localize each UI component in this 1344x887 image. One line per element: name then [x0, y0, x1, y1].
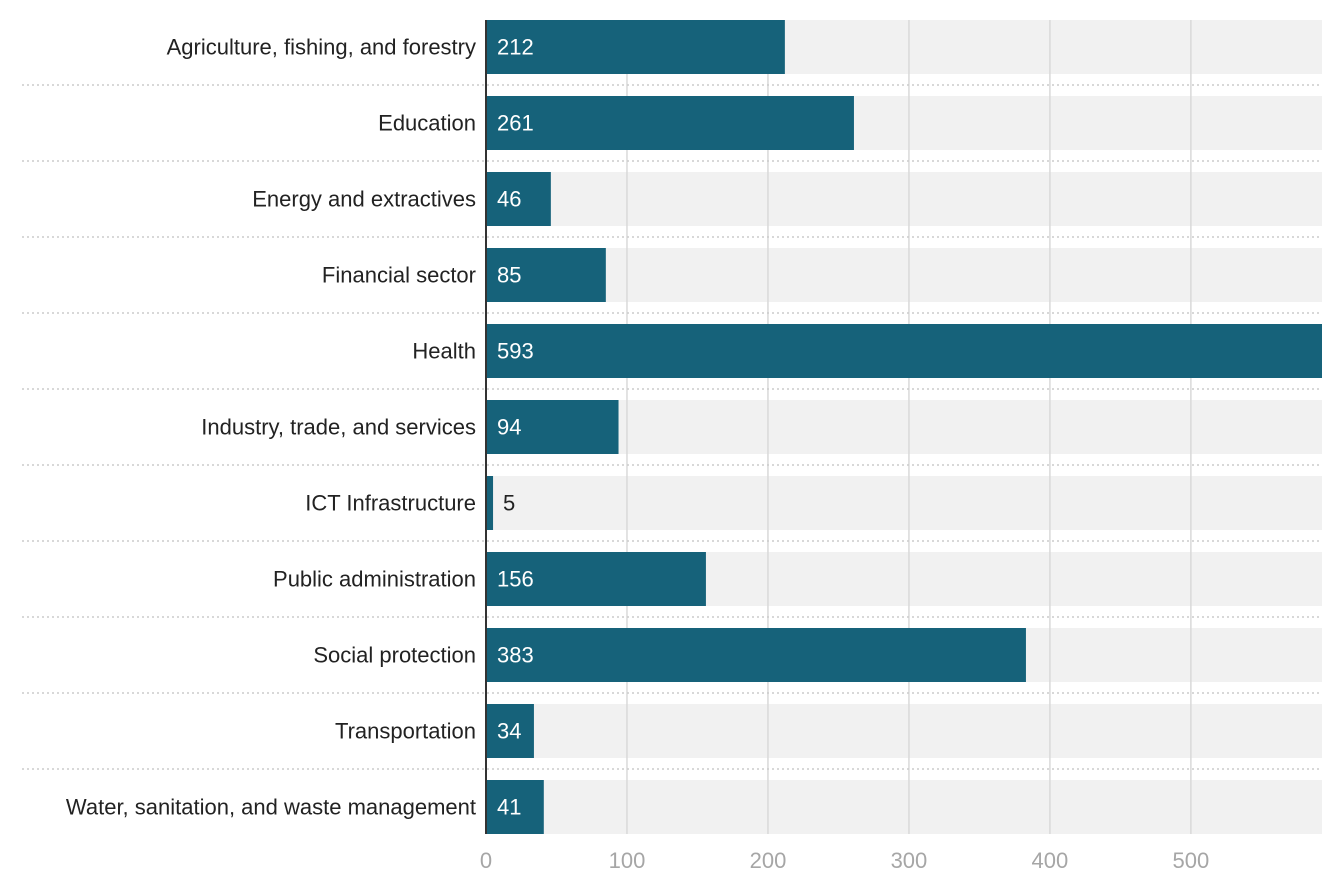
bar-track	[486, 172, 1322, 226]
data-label: 5	[503, 491, 515, 516]
bar	[486, 96, 854, 150]
category-label: Water, sanitation, and waste management	[66, 795, 476, 820]
bar	[486, 780, 544, 834]
data-label: 593	[497, 339, 534, 364]
data-label: 261	[497, 111, 534, 136]
row-separators	[22, 84, 1322, 770]
bar	[486, 248, 606, 302]
category-label: ICT Infrastructure	[305, 491, 476, 516]
x-axis-ticks: 0 100 200 300 400 500	[480, 848, 1209, 873]
x-tick-label: 0	[480, 848, 492, 873]
data-label: 41	[497, 795, 521, 820]
bar	[486, 324, 1322, 378]
data-label: 212	[497, 35, 534, 60]
bar	[486, 172, 551, 226]
bar	[486, 20, 785, 74]
bar	[486, 552, 706, 606]
x-tick-label: 300	[891, 848, 928, 873]
data-label: 34	[497, 719, 521, 744]
category-label: Education	[378, 111, 476, 136]
bar-track	[486, 400, 1322, 454]
bar-track	[486, 476, 1322, 530]
bar	[486, 400, 619, 454]
data-label: 85	[497, 263, 521, 288]
category-label: Agriculture, fishing, and forestry	[167, 35, 476, 60]
x-tick-label: 200	[750, 848, 787, 873]
data-label: 46	[497, 187, 521, 212]
category-label: Social protection	[313, 643, 476, 668]
bar-track	[486, 704, 1322, 758]
category-label: Public administration	[273, 567, 476, 592]
bar	[486, 628, 1026, 682]
data-label: 156	[497, 567, 534, 592]
category-label: Energy and extractives	[252, 187, 476, 212]
x-tick-label: 400	[1032, 848, 1069, 873]
bar-track	[486, 248, 1322, 302]
data-label: 94	[497, 415, 521, 440]
value-labels: 212 261 46 85 593 94 5 156 383 34 41	[497, 35, 534, 820]
x-tick-label: 100	[609, 848, 646, 873]
category-label: Transportation	[335, 719, 476, 744]
bars	[486, 20, 1322, 834]
category-label: Health	[412, 339, 476, 364]
category-label: Financial sector	[322, 263, 476, 288]
x-tick-label: 500	[1173, 848, 1210, 873]
data-label: 383	[497, 643, 534, 668]
bar	[486, 476, 494, 530]
bar	[486, 704, 534, 758]
category-labels: Agriculture, fishing, and forestry Educat…	[66, 35, 476, 820]
category-label: Industry, trade, and services	[201, 415, 476, 440]
gridlines	[626, 20, 1192, 834]
bar-track	[486, 780, 1322, 834]
